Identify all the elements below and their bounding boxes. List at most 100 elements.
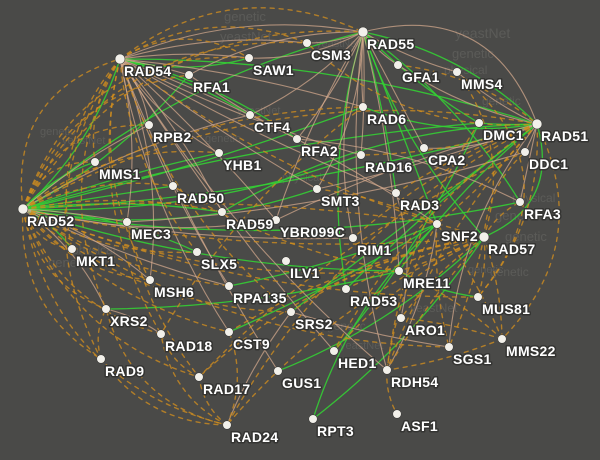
node-RPA135[interactable] [224,281,234,291]
edge-orange-dashed-genetic [65,58,121,250]
watermark-text: genetic [205,133,241,145]
edge-orange-dashed-genetic [119,7,364,60]
edge-orange-dashed-genetic [21,208,102,360]
edge-green-solid [119,58,251,116]
node-DDC1[interactable] [520,147,530,157]
node-label-RFA2: RFA2 [301,143,338,159]
node-label-RAD9: RAD9 [105,363,144,379]
node-SNF2[interactable] [432,219,442,229]
node-YHB1[interactable] [214,148,224,158]
node-MRE11[interactable] [394,266,404,276]
edge-orange-dashed-genetic [306,42,538,126]
node-RAD3[interactable] [391,188,401,198]
node-MEC3[interactable] [122,217,132,227]
node-RFA3[interactable] [515,197,525,207]
node-ILV1[interactable] [281,256,291,266]
edge-tan-solid-physical [395,192,408,319]
edge-tan-solid-physical [448,123,538,348]
edge-tan-solid-physical [226,311,292,426]
node-SAW1[interactable] [244,53,254,63]
node-SGS1[interactable] [444,342,454,352]
node-RAD24[interactable] [222,420,232,430]
node-RAD16[interactable] [356,150,366,160]
edge-tan-solid-physical [362,31,458,73]
node-YBR099C[interactable] [271,215,281,225]
node-RAD52[interactable] [17,203,29,215]
node-MSH6[interactable] [145,275,155,285]
edge-orange-dashed-genetic [22,208,230,333]
node-label-CTF4: CTF4 [254,119,290,135]
node-label-MKT1: MKT1 [76,253,115,269]
node-label-RAD54: RAD54 [124,63,171,79]
edge-orange-dashed-genetic [345,236,485,290]
node-RAD59[interactable] [217,207,227,217]
node-layer [17,26,543,430]
node-XRS2[interactable] [101,304,111,314]
node-RAD51[interactable] [531,118,543,130]
edge-orange-dashed-genetic [22,106,364,210]
edge-tan-solid-physical [249,31,364,116]
edge-orange-dashed-genetic [119,58,198,253]
edge-tan-solid-physical [126,151,526,223]
node-label-RPT3: RPT3 [317,423,354,439]
node-RAD18[interactable] [156,329,166,339]
node-DMC1[interactable] [474,118,484,128]
edge-tan-solid-physical [119,58,277,221]
node-MMS4[interactable] [452,67,462,77]
node-label-MEC3: MEC3 [131,226,171,242]
node-CSM3[interactable] [302,38,312,48]
node-RAD50[interactable] [168,181,178,191]
node-CPA2[interactable] [419,143,429,153]
edge-orange-dashed-genetic [22,124,150,210]
edge-orange-dashed-genetic [360,123,538,156]
edge-orange-dashed-genetic [22,161,96,210]
node-CST9[interactable] [224,327,234,337]
node-label-RPA135: RPA135 [233,290,287,306]
node-RAD53[interactable] [341,284,351,294]
node-RAD54[interactable] [114,53,126,65]
node-ASF1[interactable] [392,409,402,419]
edge-green-solid [22,208,400,272]
node-RIM1[interactable] [348,233,358,243]
edge-tan-solid-physical [362,31,400,272]
watermark-text: genetic [495,208,537,223]
edge-tan-solid-physical [296,31,364,140]
node-RFA2[interactable] [292,134,302,144]
node-label-XRS2: XRS2 [110,313,148,329]
node-SRS2[interactable] [286,307,296,317]
node-MKT1[interactable] [67,244,77,254]
node-MMS22[interactable] [497,334,507,344]
node-MMS1[interactable] [90,157,100,167]
node-RPB2[interactable] [144,120,154,130]
edge-orange-dashed-genetic [100,358,228,426]
edge-orange-dashed-genetic [386,123,538,371]
watermark-text: yeastNet [455,25,510,41]
node-RAD6[interactable] [358,102,368,112]
edge-green-solid [483,123,544,238]
edge-orange-dashed-genetic [22,208,450,348]
node-label-RFA3: RFA3 [524,206,561,222]
node-CTF4[interactable] [245,110,255,120]
node-RDH54[interactable] [382,365,392,375]
node-label-RAD6: RAD6 [367,111,406,127]
node-RAD55[interactable] [357,26,369,38]
node-RAD17[interactable] [194,372,204,382]
node-SLX5[interactable] [192,247,202,257]
node-RAD9[interactable] [96,354,106,364]
node-ARO1[interactable] [396,313,406,323]
edge-orange-dashed-genetic [22,208,479,298]
node-RFA1[interactable] [184,70,194,80]
edge-orange-dashed-genetic [108,58,162,335]
edge-orange-dashed-genetic [22,56,250,210]
edge-orange-dashed-genetic [316,188,438,225]
edge-orange-dashed-genetic [22,208,107,310]
edge-orange-dashed-genetic [397,64,538,125]
node-MUS81[interactable] [473,292,483,302]
node-SMT3[interactable] [312,184,322,194]
node-HED1[interactable] [329,346,339,356]
node-RAD57[interactable] [478,231,490,243]
node-GUS1[interactable] [273,366,283,376]
edge-tan-solid-physical [360,31,365,156]
node-RPT3[interactable] [308,414,318,424]
node-GFA1[interactable] [393,60,403,70]
